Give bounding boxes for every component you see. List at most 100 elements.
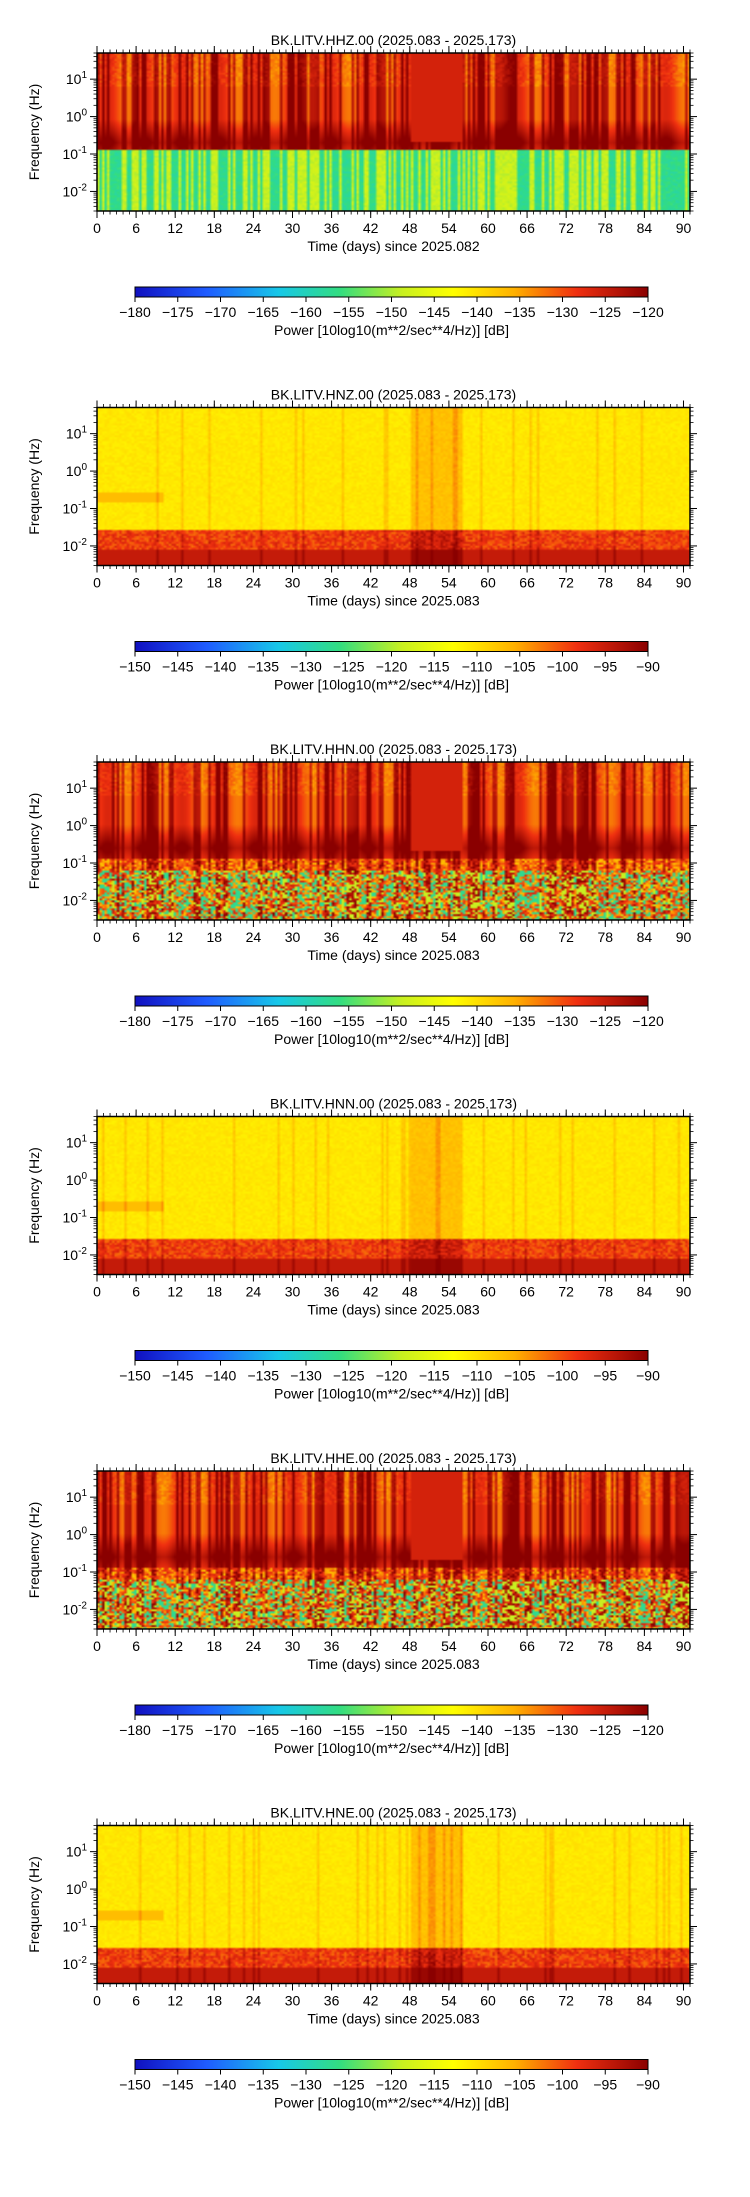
x-tick-label: 12 (167, 220, 183, 236)
x-tick-label: 30 (285, 929, 301, 945)
y-tick-label: 100 (66, 817, 88, 834)
x-tick-label: 90 (676, 575, 692, 591)
spectrogram-image (97, 53, 690, 211)
x-tick-label: 78 (597, 220, 613, 236)
x-tick-label: 72 (558, 220, 574, 236)
x-tick-label: 18 (207, 1638, 223, 1654)
colorbar (134, 2059, 649, 2070)
x-tick-label: 90 (676, 1638, 692, 1654)
x-tick-label: 36 (324, 929, 340, 945)
colorbar-tick-label: −105 (504, 2077, 536, 2093)
colorbar-tick-label: −125 (333, 2077, 365, 2093)
plot-frame (96, 761, 691, 921)
x-tick-label: 30 (285, 1638, 301, 1654)
plot-frame (96, 52, 691, 212)
x-tick-label: 78 (597, 575, 613, 591)
x-tick-label: 78 (597, 929, 613, 945)
y-tick-label: 101 (66, 1488, 88, 1505)
x-tick-label: 54 (441, 1638, 457, 1654)
y-axis-label: Frequency (Hz) (26, 793, 42, 889)
x-axis-label: Time (days) since 2025.083 (307, 2011, 479, 2027)
x-tick-label: 60 (480, 1284, 496, 1300)
colorbar-tick-label: −135 (247, 2077, 279, 2093)
x-tick-label: 90 (676, 1993, 692, 2009)
colorbar-tick-label: −175 (162, 304, 194, 320)
colorbar-tick-label: −120 (376, 2077, 408, 2093)
colorbar-tick-label: −130 (290, 1368, 322, 1384)
x-tick-label: 60 (480, 929, 496, 945)
spectrogram-image (97, 1825, 690, 1984)
x-tick-label: 84 (637, 1993, 653, 2009)
x-tick-label: 84 (637, 575, 653, 591)
colorbar-tick-label: −90 (636, 2077, 660, 2093)
x-tick-label: 48 (402, 1284, 418, 1300)
colorbar-tick-label: −135 (247, 1368, 279, 1384)
x-tick-label: 12 (167, 1638, 183, 1654)
colorbar-tick-label: −170 (205, 304, 237, 320)
x-tick-label: 0 (93, 1638, 101, 1654)
x-tick-label: 24 (246, 1993, 262, 2009)
x-tick-label: 60 (480, 220, 496, 236)
spectrogram-image (97, 1471, 690, 1629)
colorbar-tick-label: −150 (119, 1368, 151, 1384)
y-tick-label: 10-1 (63, 854, 88, 871)
y-tick-label: 100 (66, 462, 88, 479)
colorbar-tick-label: −170 (205, 1013, 237, 1029)
x-tick-label: 42 (363, 1638, 379, 1654)
colorbar-tick-label: −130 (290, 2077, 322, 2093)
y-axis-label: Frequency (Hz) (26, 438, 42, 534)
x-tick-label: 12 (167, 1993, 183, 2009)
colorbar-tick-label: −105 (504, 1368, 536, 1384)
y-tick-label: 101 (66, 1843, 88, 1860)
chart-title: BK.LITV.HHE.00 (2025.083 - 2025.173) (270, 1450, 516, 1466)
x-tick-label: 66 (519, 1284, 535, 1300)
x-tick-label: 30 (285, 220, 301, 236)
x-tick-label: 48 (402, 929, 418, 945)
x-tick-label: 12 (167, 1284, 183, 1300)
x-tick-label: 6 (132, 575, 140, 591)
colorbar-tick-label: −125 (589, 1722, 621, 1738)
spectrogram-image (97, 762, 690, 920)
x-tick-label: 90 (676, 929, 692, 945)
colorbar-tick-label: −90 (636, 1368, 660, 1384)
colorbar-tick-label: −145 (418, 304, 450, 320)
colorbar-tick-label: −125 (333, 659, 365, 675)
x-tick-label: 30 (285, 1284, 301, 1300)
y-axis-label: Frequency (Hz) (26, 1502, 42, 1598)
x-tick-label: 24 (246, 575, 262, 591)
chart-title: BK.LITV.HNN.00 (2025.083 - 2025.173) (270, 1096, 517, 1112)
colorbar-tick-label: −175 (162, 1722, 194, 1738)
x-tick-label: 36 (324, 1284, 340, 1300)
x-tick-label: 0 (93, 1284, 101, 1300)
colorbar-tick-label: −125 (589, 1013, 621, 1029)
chart-title: BK.LITV.HNZ.00 (2025.083 - 2025.173) (271, 387, 516, 403)
y-tick-label: 100 (66, 108, 88, 125)
x-tick-label: 54 (441, 220, 457, 236)
x-tick-label: 0 (93, 220, 101, 236)
colorbar-tick-label: −175 (162, 1013, 194, 1029)
y-tick-label: 10-2 (63, 1246, 88, 1263)
colorbar-label: Power [10log10(m**2/sec**4/Hz)] [dB] (274, 1031, 509, 1047)
x-tick-label: 54 (441, 1993, 457, 2009)
y-axis-label: Frequency (Hz) (26, 1856, 42, 1952)
x-tick-label: 24 (246, 1638, 262, 1654)
colorbar-tick-label: −150 (119, 2077, 151, 2093)
plot-frame (96, 1115, 691, 1276)
x-tick-label: 48 (402, 1993, 418, 2009)
plot-frame (96, 1470, 691, 1630)
x-axis-label: Time (days) since 2025.083 (307, 1656, 479, 1672)
x-tick-label: 66 (519, 1993, 535, 2009)
colorbar-tick-label: −165 (247, 1722, 279, 1738)
y-tick-label: 10-2 (63, 537, 88, 554)
chart-title: BK.LITV.HNE.00 (2025.083 - 2025.173) (270, 1805, 516, 1821)
x-tick-label: 42 (363, 929, 379, 945)
plot-frame (96, 406, 691, 567)
colorbar-tick-label: −105 (504, 659, 536, 675)
colorbar (134, 1704, 649, 1716)
colorbar-label: Power [10log10(m**2/sec**4/Hz)] [dB] (274, 677, 509, 693)
colorbar (134, 286, 649, 298)
y-tick-label: 101 (66, 1134, 88, 1151)
colorbar-tick-label: −115 (419, 1368, 450, 1384)
colorbar-tick-label: −145 (162, 659, 194, 675)
colorbar-tick-label: −135 (504, 304, 536, 320)
